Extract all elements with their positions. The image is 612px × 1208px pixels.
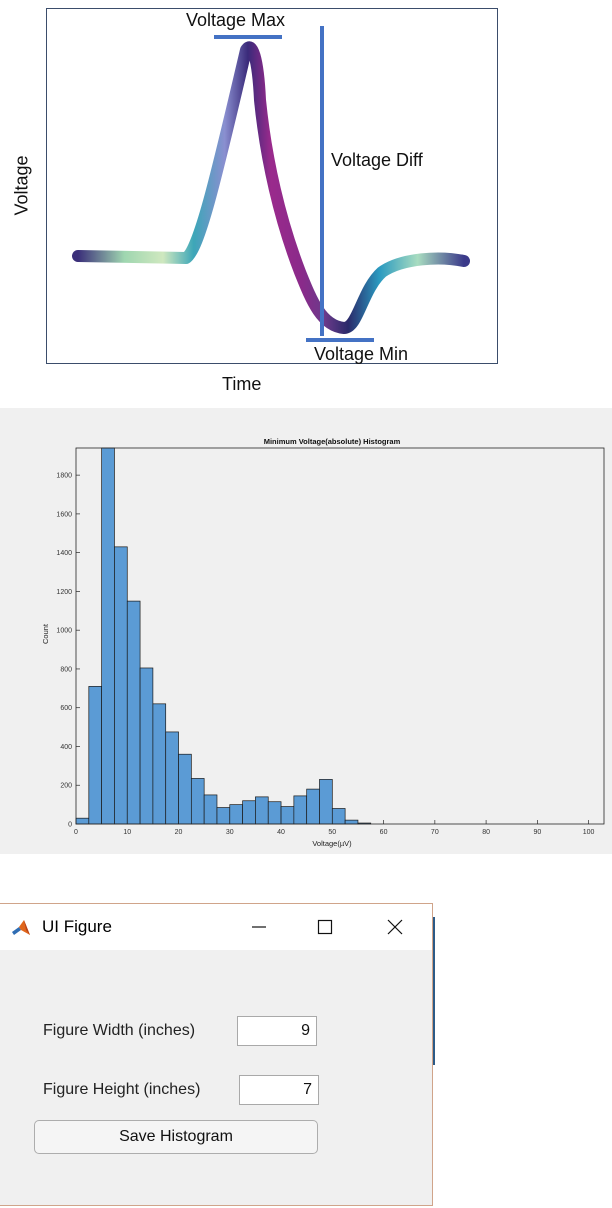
figure-height-label: Figure Height (inches) (43, 1081, 201, 1098)
waveform-diagram: Voltage Max Voltage Diff Voltage Min Vol… (0, 0, 612, 400)
histogram-bar (165, 731, 179, 825)
waveform-line (72, 41, 470, 334)
y-tick-label: 0 (68, 822, 72, 829)
histogram-bar (242, 800, 256, 825)
y-tick-label: 1000 (56, 628, 72, 635)
histogram-x-label: Voltage(µV) (312, 839, 352, 848)
histogram-title: Minimum Voltage(absolute) Histogram (264, 437, 401, 446)
ui-figure-window: UI Figure Figure Width (inches) Figure H… (0, 903, 433, 1206)
histogram-bar (280, 806, 295, 825)
x-axis-label: Time (222, 374, 262, 394)
diagram-frame (46, 8, 498, 364)
x-tick-label: 60 (380, 829, 388, 836)
voltage-diff-label: Voltage Diff (331, 150, 423, 170)
window-title: UI Figure (42, 917, 112, 936)
x-tick-label: 10 (123, 829, 131, 836)
histogram-bar (139, 667, 154, 825)
histogram-bar (344, 819, 359, 825)
histogram-bar (152, 703, 167, 825)
histogram-panel: Minimum Voltage(absolute) Histogram Volt… (0, 408, 612, 854)
histogram-bar (126, 600, 141, 825)
y-axis-label: Voltage (11, 155, 32, 216)
histogram-bar (331, 808, 346, 825)
x-tick-label: 100 (583, 829, 595, 836)
close-button[interactable] (375, 910, 415, 944)
y-tick-label: 1200 (56, 589, 72, 596)
y-tick-label: 1600 (56, 511, 72, 518)
y-tick-label: 1400 (56, 550, 72, 557)
maximize-icon (317, 919, 333, 935)
histogram-bar (216, 807, 231, 825)
x-tick-label: 40 (277, 829, 285, 836)
save-histogram-button[interactable]: Save Histogram (34, 1120, 318, 1154)
histogram-bar (190, 778, 205, 825)
minimize-button[interactable] (239, 910, 279, 944)
figure-width-label: Figure Width (inches) (43, 1022, 196, 1039)
histogram-bar (293, 795, 308, 825)
histogram-bar (255, 796, 269, 825)
histogram-bar (306, 788, 320, 825)
x-tick-label: 70 (431, 829, 439, 836)
y-tick-label: 200 (60, 783, 72, 790)
x-tick-label: 90 (533, 829, 541, 836)
y-tick-label: 800 (60, 666, 72, 673)
histogram-bar (319, 779, 333, 825)
background-window-edge (432, 917, 435, 1065)
minimize-icon (252, 926, 266, 928)
voltage-min-label: Voltage Min (314, 344, 409, 364)
histogram-bar (203, 794, 218, 825)
waveform-graphic (72, 26, 470, 342)
histogram-bar (229, 804, 243, 825)
histogram-bar (267, 801, 282, 825)
histogram-y-label: Count (41, 623, 50, 644)
histogram-bar (178, 753, 192, 825)
window-titlebar[interactable]: UI Figure (0, 904, 432, 950)
histogram-bar (88, 686, 102, 825)
close-icon (387, 919, 403, 935)
voltage-max-label: Voltage Max (186, 10, 286, 30)
x-tick-label: 30 (226, 829, 234, 836)
maximize-button[interactable] (305, 910, 345, 944)
y-tick-label: 400 (60, 744, 72, 751)
histogram-bar (75, 817, 90, 825)
y-tick-label: 1800 (56, 473, 72, 480)
figure-width-input[interactable] (237, 1016, 317, 1046)
x-tick-label: 50 (328, 829, 336, 836)
histogram-chart: Minimum Voltage(absolute) Histogram Volt… (41, 437, 605, 848)
matlab-icon (12, 920, 30, 935)
y-tick-label: 600 (60, 705, 72, 712)
x-tick-label: 0 (74, 829, 78, 836)
x-tick-label: 20 (175, 829, 183, 836)
histogram-axes-frame (75, 447, 605, 825)
histogram-bar (101, 447, 115, 825)
figure-height-input[interactable] (239, 1075, 319, 1105)
x-tick-label: 80 (482, 829, 490, 836)
histogram-bar (114, 546, 128, 825)
